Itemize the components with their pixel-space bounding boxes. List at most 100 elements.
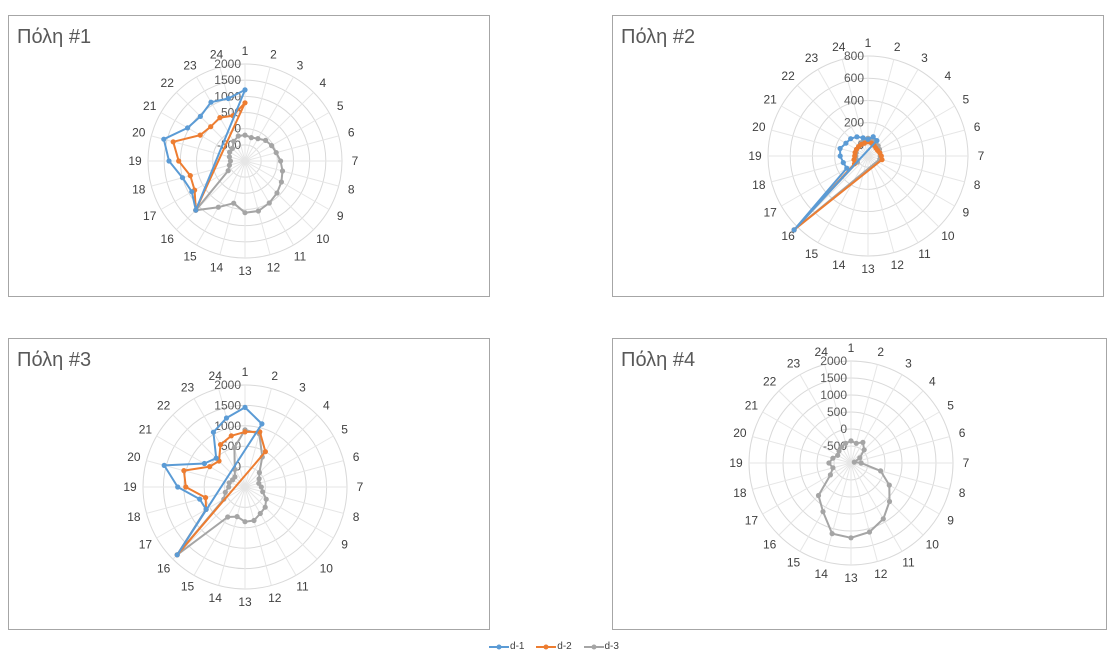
data-point-d-3 [826,460,832,466]
data-point-d-1 [865,136,871,142]
data-point-d-2 [217,442,224,448]
data-point-d-3 [257,510,263,517]
grid-spoke [867,155,955,207]
data-point-d-2 [217,115,223,121]
grid-spoke [244,486,272,586]
r-tick-label: 1000 [820,388,847,402]
data-point-d-1 [837,153,843,159]
r-tick-label: 0 [234,122,241,136]
data-point-d-3 [231,138,237,144]
category-label: 6 [353,450,360,464]
data-point-d-1 [197,496,203,502]
grid-spoke [244,92,314,162]
category-label: 5 [337,99,344,113]
data-point-d-3 [853,440,859,446]
category-label: 4 [319,76,326,90]
data-point-d-3 [815,492,822,499]
grid-spoke [778,462,852,536]
grid-spoke [867,129,965,157]
grid-spoke [850,462,878,562]
data-point-d-3 [231,200,237,206]
legend-label: d-2 [557,641,572,652]
category-label: 6 [348,126,355,140]
data-point-d-3 [835,452,841,458]
category-label: 4 [323,399,330,413]
data-point-d-3 [248,135,254,141]
grid-spoke [867,155,919,243]
grid-spoke [176,160,246,230]
category-label: 24 [209,369,223,383]
grid-spoke [244,460,344,488]
data-point-d-3 [274,190,280,196]
category-label: 12 [891,258,905,272]
data-point-d-2 [197,132,203,138]
grid-spoke [850,436,950,464]
data-point-d-3 [829,531,835,537]
category-label: 19 [123,480,137,494]
r-tick-label: 2000 [214,57,241,71]
category-label: 9 [947,514,954,528]
data-point-d-3 [226,154,232,160]
data-point-d-3 [278,158,284,164]
data-point-d-3 [266,200,272,206]
data-point-d-3 [255,136,261,142]
data-point-d-1 [193,207,199,213]
data-point-d-1 [259,421,265,427]
category-label: 14 [815,567,829,581]
data-point-d-3 [861,447,867,453]
data-point-d-3 [231,445,237,451]
grid-spoke [244,160,339,187]
data-point-d-3 [225,514,231,520]
category-label: 13 [238,264,252,278]
r-tick-label: 2000 [214,378,241,392]
category-label: 6 [974,120,981,134]
data-point-d-1 [161,136,167,142]
chart-panel-3: Πόλη #3 0 500 1000 1500 2000 1 2 3 4 5 6 7 8 9 10 11 12 1… [8,338,490,630]
data-point-d-3 [232,474,238,480]
grid-spoke [244,486,334,539]
category-label: 18 [733,486,747,500]
grid-spoke [172,414,246,488]
category-label: 16 [763,537,777,551]
chart-title: Πόλη #1 [17,26,92,48]
r-tick-label: 600 [844,71,864,85]
legend-item-d1: d-1 [488,641,524,652]
data-point-d-2 [242,100,248,106]
grid-spoke [850,411,940,464]
data-point-d-3 [269,143,275,149]
category-label: 5 [963,93,970,107]
category-label: 21 [139,423,153,437]
category-label: 2 [877,345,884,359]
data-point-d-1 [174,552,180,558]
legend-item-d2: d-2 [535,641,572,652]
data-point-d-2 [208,124,214,130]
category-label: 3 [905,356,912,370]
chart-panel-1: Πόλη #1 -5000500100015002000123456789101… [8,15,490,297]
category-label: 14 [832,258,846,272]
chart-title: Πόλη #4 [621,349,696,371]
data-point-d-2 [183,484,189,490]
grid-spoke [850,462,940,515]
data-point-d-2 [170,139,176,145]
data-point-d-2 [861,140,868,146]
data-point-d-3 [263,496,269,502]
data-point-d-3 [226,484,232,490]
data-point-d-1 [242,87,248,93]
data-point-d-1 [854,134,860,140]
category-label: 6 [959,426,966,440]
r-tick-label: 200 [844,116,864,130]
grid-spoke [850,462,903,552]
category-label: 10 [316,232,330,246]
data-point-d-3 [866,529,873,535]
data-point-d-3 [857,455,863,461]
grid-spoke [824,462,852,562]
category-label: 20 [752,120,766,134]
data-point-d-1 [225,95,231,102]
data-point-d-3 [242,132,248,138]
data-point-d-3 [255,208,261,214]
grid-spoke [867,155,940,228]
category-label: 3 [921,51,928,65]
data-point-d-3 [256,480,262,486]
category-label: 23 [787,356,801,370]
category-label: 9 [341,538,348,552]
